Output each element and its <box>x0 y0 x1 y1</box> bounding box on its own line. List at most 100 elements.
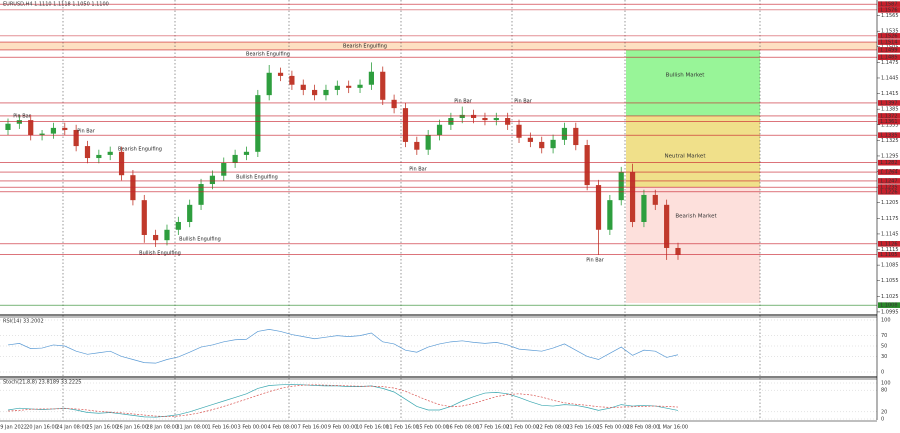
candle-body <box>300 84 306 90</box>
level-line-label: 1.1485 <box>880 55 898 61</box>
level-line-label: 1.1335 <box>880 133 898 139</box>
candle-body <box>391 99 397 109</box>
annotation: Pin Bar <box>586 258 605 264</box>
y-tick-label: 1.1145 <box>881 231 899 237</box>
candle-body <box>402 108 409 142</box>
neutral-zone <box>626 116 760 187</box>
candle-body <box>164 229 170 241</box>
level-line-label: 1.1226 <box>880 189 898 195</box>
x-tick-label: 11 Feb 16:00 <box>386 425 419 431</box>
candle-body <box>96 154 102 159</box>
candle-body <box>470 114 477 119</box>
annotation: Bearish Engulfing <box>118 147 162 153</box>
candle-body <box>527 137 533 142</box>
candle-body <box>62 127 68 130</box>
candle-body <box>607 200 613 230</box>
level-line-label-bg <box>878 7 900 13</box>
annotation: Bullish Engulfing <box>139 251 181 257</box>
y-tick-label: 1.1205 <box>881 200 899 206</box>
annotation: Bearish Engulfing <box>246 52 290 58</box>
x-tick-label: 31 Jan 08:00 <box>176 425 208 431</box>
indicator-line <box>7 384 679 417</box>
level-line-label: 1.1397 <box>880 100 898 106</box>
zone-label: Bearish Market <box>675 214 717 220</box>
candle-body <box>493 118 499 121</box>
y-tick-label: 1.1175 <box>881 216 899 222</box>
x-tick-label: 26 Jan 16:00 <box>116 425 148 431</box>
candle-body <box>266 72 272 96</box>
candle-body <box>629 172 636 222</box>
candle-body <box>221 162 227 176</box>
candle-body <box>550 139 556 149</box>
level-line-label-bg <box>878 100 900 106</box>
y-tick-label: 1.1325 <box>881 138 899 144</box>
level-line-label-bg <box>878 241 900 247</box>
x-tick-label: 4 Feb 08:00 <box>268 425 298 431</box>
level-line-label-bg <box>878 159 900 166</box>
x-tick-label: 28 Feb 08:00 <box>627 425 660 431</box>
candle-body <box>289 75 295 85</box>
y-tick-label: 100 <box>881 381 891 387</box>
candle-body <box>130 175 136 201</box>
x-tick-label: 25 Jan 16:00 <box>86 425 118 431</box>
candle-body <box>187 204 193 222</box>
y-tick-label: 0 <box>881 417 884 423</box>
bullish-zone <box>626 50 760 116</box>
level-line-label: 1.1499 <box>880 47 898 53</box>
candle-body <box>584 145 590 186</box>
indicator-line <box>7 329 679 364</box>
y-tick-label: 1.1115 <box>881 247 899 253</box>
y-tick-label: 0 <box>881 370 884 376</box>
level-line-label-bg <box>878 251 900 258</box>
y-tick-label: 1.1565 <box>881 13 899 19</box>
candle-body <box>414 141 420 150</box>
candle-body <box>482 118 488 121</box>
candle-body <box>232 154 238 163</box>
level-line-label-bg <box>878 1 900 7</box>
x-tick-label: 20 Jan 16:00 <box>26 425 58 431</box>
x-tick-label: 19 Jan 2022 <box>0 425 27 431</box>
candle-body <box>561 127 568 140</box>
level-line-label: 1.1264 <box>880 170 898 176</box>
y-tick-label: 1.1445 <box>881 75 899 81</box>
zone-label: Neutral Market <box>665 154 707 160</box>
candle-body <box>641 194 647 222</box>
x-tick-label: 7 Feb 16:00 <box>298 425 328 431</box>
level-line-label: 1.1526 <box>880 33 898 39</box>
y-tick-label: 1.1295 <box>881 153 899 159</box>
level-line-label-bg <box>878 189 900 195</box>
level-line-label: 1.1576 <box>880 7 898 13</box>
level-line-label-bg <box>878 118 900 125</box>
candle-body <box>84 146 91 159</box>
candle-body <box>595 185 602 230</box>
y-tick-label: 1.1355 <box>881 122 899 128</box>
annotation: Bearish Engulfing <box>343 44 387 50</box>
candle-body <box>243 151 250 155</box>
y-tick-label: 1.1085 <box>881 263 899 269</box>
candle-body <box>255 95 261 152</box>
annotation: Pin Bar <box>454 99 473 105</box>
candle-body <box>652 194 658 205</box>
annotation: Bullish Engulfing <box>179 237 221 243</box>
x-tick-label: 15 Feb 00:00 <box>416 425 449 431</box>
support-line-label-bg <box>878 302 900 308</box>
y-tick-label: 50 <box>881 344 887 350</box>
candle-body <box>118 151 125 176</box>
level-line-label: 1.1282 <box>880 160 898 166</box>
candle-body <box>357 84 363 88</box>
y-tick-label: 30 <box>881 354 887 360</box>
x-tick-label: 10 Feb 16:00 <box>356 425 389 431</box>
y-tick-label: 1.1055 <box>881 278 899 284</box>
level-line-label-bg <box>878 178 900 184</box>
x-tick-label: 28 Jan 08:00 <box>146 425 178 431</box>
level-line-label-bg <box>878 113 900 119</box>
level-line-label: 1.1126 <box>880 241 898 247</box>
candle-body <box>107 151 113 155</box>
candle-body <box>675 247 681 255</box>
level-line-label-bg <box>878 33 900 39</box>
chart-title: EURUSD,H4 1.1110 1.1118 1.1050 1.1100 <box>3 2 109 8</box>
indicator-line <box>7 384 679 418</box>
candle-body <box>380 71 386 100</box>
annotation: Pin Bar <box>514 99 533 105</box>
